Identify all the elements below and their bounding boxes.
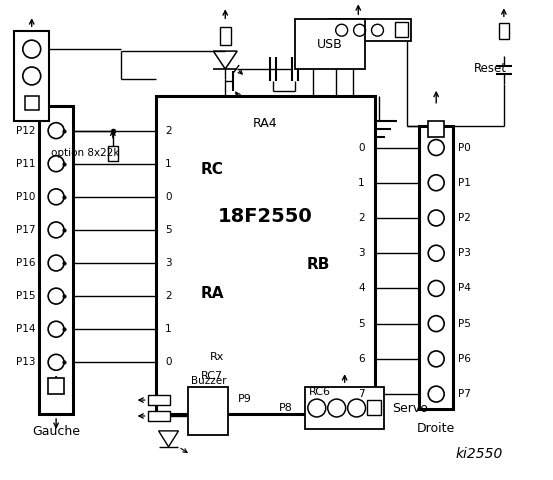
Text: P6: P6: [458, 354, 471, 364]
Bar: [189, 387, 228, 435]
Bar: [25, 96, 39, 110]
Text: P8: P8: [279, 403, 293, 413]
Bar: [148, 395, 170, 405]
Text: P5: P5: [458, 319, 471, 329]
Text: P15: P15: [15, 291, 35, 301]
Text: 18F2550: 18F2550: [218, 207, 312, 226]
Bar: [499, 23, 509, 39]
Text: P3: P3: [458, 248, 471, 258]
Text: ki2550: ki2550: [455, 447, 503, 461]
Text: P9: P9: [238, 394, 252, 404]
Bar: [419, 126, 453, 409]
Bar: [428, 120, 444, 137]
Text: Reset: Reset: [474, 62, 507, 75]
Text: 4: 4: [358, 283, 365, 293]
Text: 0: 0: [165, 192, 172, 202]
Text: USB: USB: [317, 37, 343, 51]
Text: P7: P7: [458, 389, 471, 399]
Bar: [155, 96, 374, 414]
Text: RC: RC: [200, 161, 223, 177]
Bar: [295, 19, 364, 69]
Text: RC6: RC6: [309, 387, 331, 396]
Text: option 8x22k: option 8x22k: [51, 147, 119, 157]
Text: 2: 2: [358, 213, 365, 223]
Text: 1: 1: [165, 324, 172, 334]
Bar: [395, 22, 408, 37]
Text: Gauche: Gauche: [32, 425, 80, 438]
Text: P11: P11: [15, 159, 35, 169]
Text: Rx: Rx: [210, 352, 225, 362]
Text: P14: P14: [15, 324, 35, 334]
Text: RA4: RA4: [253, 117, 278, 130]
Text: 5: 5: [165, 225, 172, 235]
Text: P13: P13: [15, 357, 35, 367]
Bar: [148, 411, 170, 421]
Bar: [48, 378, 64, 394]
Text: 6: 6: [358, 354, 365, 364]
Text: 2: 2: [165, 126, 172, 136]
Bar: [330, 19, 411, 41]
Bar: [108, 145, 118, 161]
Text: 1: 1: [165, 159, 172, 169]
Text: RA: RA: [200, 286, 224, 300]
Text: Servo: Servo: [393, 402, 428, 415]
Text: 2: 2: [165, 291, 172, 301]
Text: 5: 5: [358, 319, 365, 329]
Text: 3: 3: [165, 258, 172, 268]
Text: 0: 0: [358, 143, 365, 153]
Text: P16: P16: [15, 258, 35, 268]
Text: P4: P4: [458, 283, 471, 293]
Text: 1: 1: [358, 178, 365, 188]
Text: RB: RB: [306, 257, 330, 272]
Text: P1: P1: [458, 178, 471, 188]
Bar: [14, 31, 49, 120]
Text: Buzzer: Buzzer: [191, 376, 226, 386]
Bar: [305, 387, 384, 429]
Bar: [367, 400, 382, 415]
Text: 3: 3: [358, 248, 365, 258]
Text: P17: P17: [15, 225, 35, 235]
Text: 7: 7: [358, 389, 365, 399]
Text: Droite: Droite: [417, 422, 455, 435]
Text: P12: P12: [15, 126, 35, 136]
Text: P10: P10: [16, 192, 35, 202]
Text: P0: P0: [458, 143, 471, 153]
Text: 0: 0: [165, 357, 172, 367]
Text: RC7: RC7: [200, 371, 222, 381]
Text: P2: P2: [458, 213, 471, 223]
Bar: [220, 27, 231, 45]
Bar: [39, 106, 73, 414]
